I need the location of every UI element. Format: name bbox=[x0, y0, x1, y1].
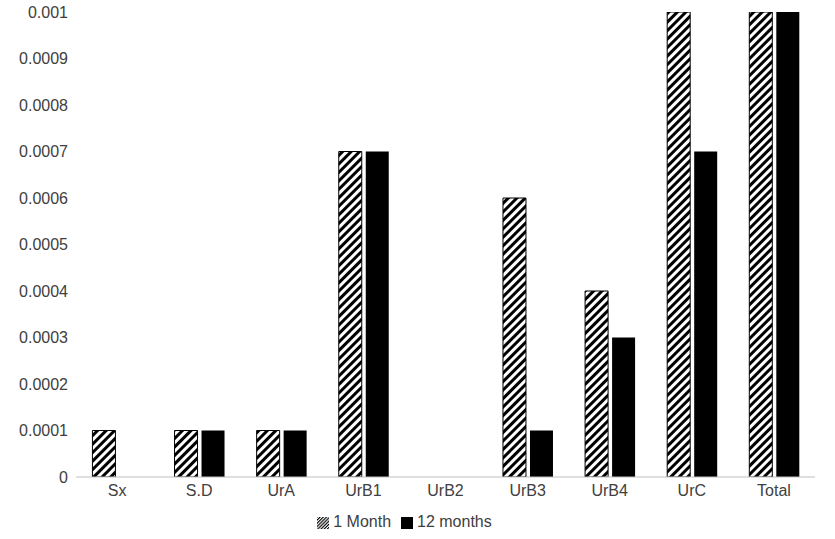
svg-text:0.0003: 0.0003 bbox=[19, 329, 68, 346]
svg-text:0.0004: 0.0004 bbox=[19, 283, 68, 300]
html-text:12 months: 12 months bbox=[417, 513, 492, 530]
svg-text:UrB3: UrB3 bbox=[509, 482, 546, 499]
svg-text:UrA: UrA bbox=[267, 482, 295, 499]
svg-text:UrB2: UrB2 bbox=[427, 482, 464, 499]
svg-text:0.0008: 0.0008 bbox=[19, 97, 68, 114]
svg-text:Total: Total bbox=[757, 482, 791, 499]
svg-text:UrB4: UrB4 bbox=[591, 482, 628, 499]
svg-text:0.0002: 0.0002 bbox=[19, 376, 68, 393]
html-text:1 Month: 1 Month bbox=[333, 513, 391, 530]
svg-text:UrC: UrC bbox=[678, 482, 706, 499]
svg-text:Sx: Sx bbox=[108, 482, 127, 499]
svg-text:UrB1: UrB1 bbox=[345, 482, 382, 499]
svg-text:0.0009: 0.0009 bbox=[19, 50, 68, 67]
svg-text:0.0006: 0.0006 bbox=[19, 190, 68, 207]
svg-text:0.0005: 0.0005 bbox=[19, 236, 68, 253]
svg-text:S.D: S.D bbox=[186, 482, 213, 499]
svg-text:0.001: 0.001 bbox=[28, 4, 68, 21]
svg-text:0.0001: 0.0001 bbox=[19, 422, 68, 439]
svg-text:0: 0 bbox=[59, 469, 68, 486]
svg-text:0.0007: 0.0007 bbox=[19, 143, 68, 160]
